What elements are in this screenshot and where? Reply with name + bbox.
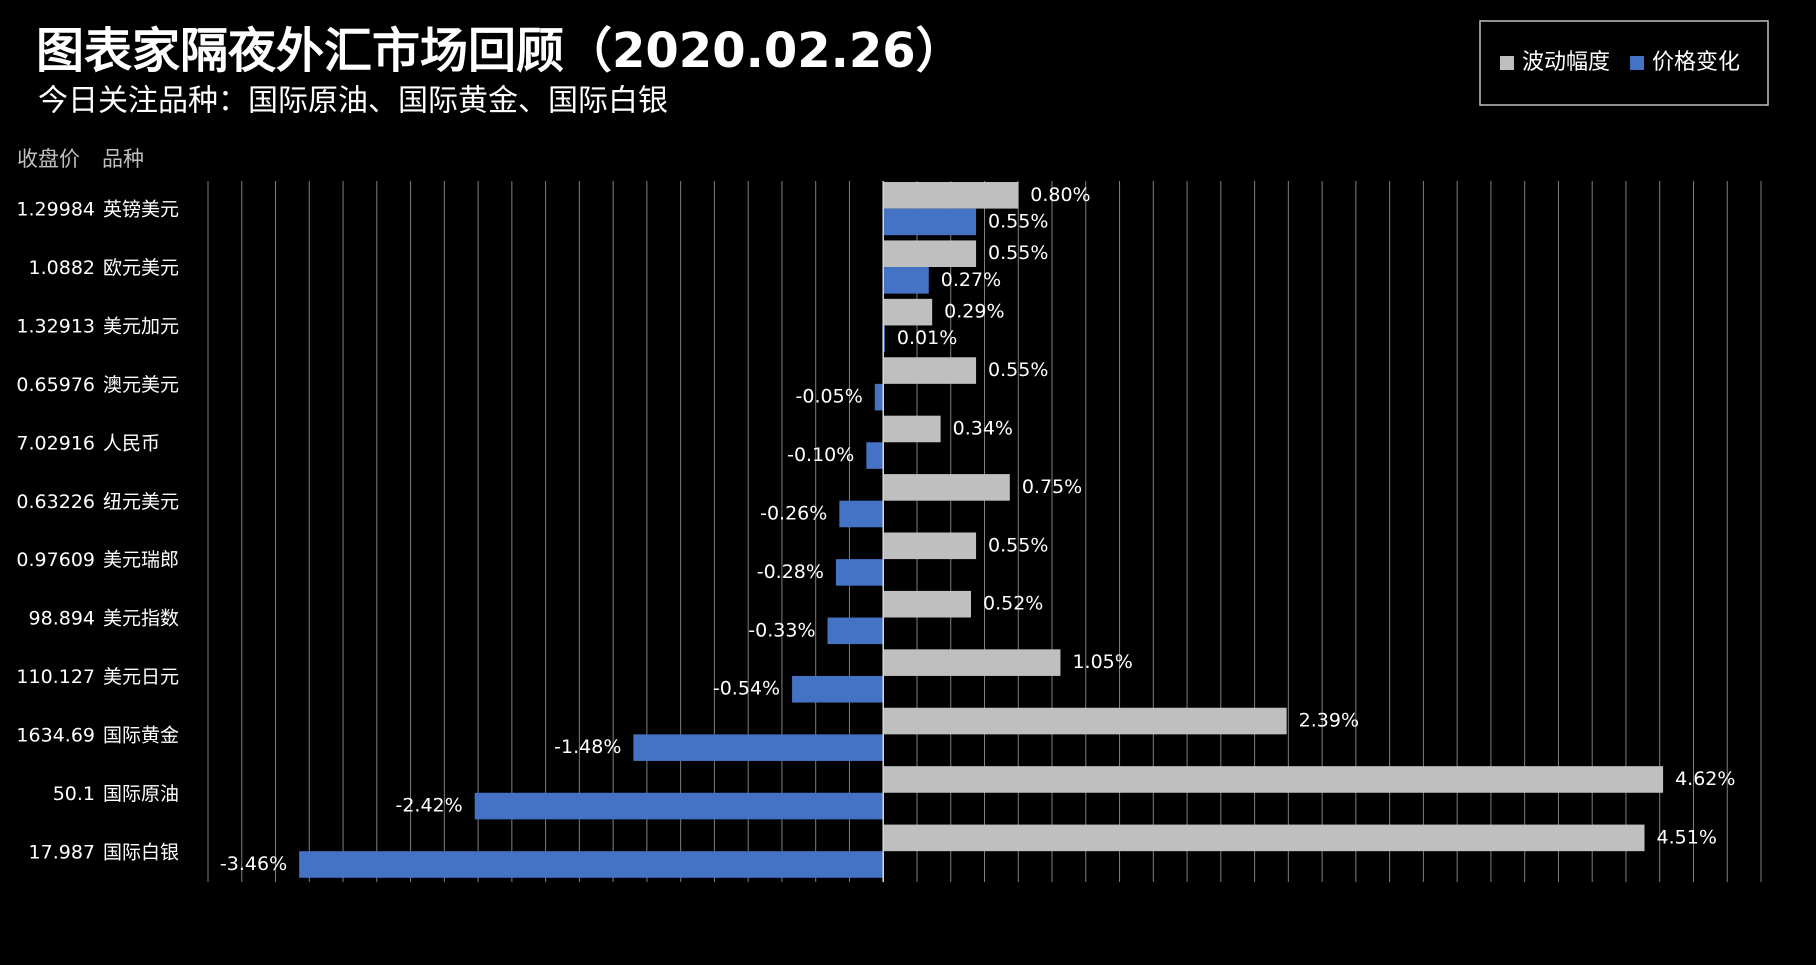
data-label: 0.01% — [897, 327, 957, 349]
bar — [883, 649, 1061, 676]
bar — [883, 590, 971, 618]
y-tick-label: 美元加元 — [103, 316, 179, 338]
bar — [883, 532, 977, 560]
y-tick-label: 国际原油 — [103, 783, 179, 805]
data-label: -0.33% — [748, 619, 815, 641]
legend-swatch — [1630, 56, 1645, 70]
y-tick-label: 美元指数 — [103, 608, 179, 630]
legend-label: 波动幅度 — [1522, 50, 1610, 75]
y-tick-label: 国际黄金 — [103, 724, 179, 746]
bar — [883, 298, 933, 326]
closing-price: 98.894 — [29, 608, 95, 630]
closing-price: 0.97609 — [16, 549, 95, 571]
closing-price: 1634.69 — [16, 724, 95, 746]
y-tick-label: 澳元美元 — [103, 374, 179, 396]
data-label: -0.10% — [787, 444, 854, 466]
bar — [883, 182, 1019, 209]
legend-label: 价格变化 — [1652, 50, 1740, 75]
y-tick-label: 纽元美元 — [103, 491, 179, 513]
data-label: 1.05% — [1072, 651, 1132, 673]
y-tick-label: 英镑美元 — [103, 199, 179, 221]
legend-swatch — [1500, 56, 1514, 70]
bar — [633, 734, 884, 761]
bar — [883, 474, 1010, 501]
data-label: -2.42% — [395, 795, 462, 817]
bar — [474, 792, 884, 820]
data-label: -0.54% — [713, 678, 780, 700]
data-label: -3.46% — [220, 853, 287, 875]
chart-subtitle: 今日关注品种：国际原油、国际黄金、国际白银 — [38, 84, 668, 119]
bar — [883, 824, 1645, 852]
bar — [883, 325, 885, 353]
closing-price: 0.63226 — [16, 491, 95, 513]
bar — [874, 383, 884, 411]
data-label: 4.62% — [1675, 768, 1735, 790]
bar — [866, 442, 884, 469]
closing-price: 7.02916 — [16, 432, 95, 454]
data-label: 4.51% — [1657, 826, 1717, 848]
data-label: 0.80% — [1030, 184, 1090, 206]
data-label: 0.34% — [953, 417, 1013, 439]
closing-price: 1.32913 — [16, 316, 95, 338]
bar — [827, 617, 884, 645]
y-tick-label: 欧元美元 — [103, 257, 179, 279]
y-tick-label: 美元日元 — [103, 666, 179, 688]
column-header: 收盘价 — [17, 147, 80, 171]
data-label: 0.29% — [944, 301, 1004, 323]
data-label: 0.27% — [941, 269, 1001, 291]
data-label: -0.26% — [760, 502, 827, 524]
y-tick-label: 人民币 — [103, 432, 160, 454]
data-label: -0.05% — [796, 386, 863, 408]
data-label: 2.39% — [1299, 710, 1359, 732]
closing-price: 1.29984 — [16, 199, 95, 221]
data-label: 0.55% — [988, 242, 1048, 264]
closing-price: 50.1 — [53, 783, 95, 805]
data-label: 0.55% — [988, 210, 1048, 232]
y-tick-label: 国际白银 — [103, 841, 179, 863]
data-label: 0.75% — [1022, 476, 1082, 498]
bar — [835, 559, 884, 586]
closing-price: 0.65976 — [16, 374, 95, 396]
bar — [883, 415, 941, 443]
bar — [883, 208, 977, 236]
legend-box — [1479, 20, 1769, 106]
bar — [792, 675, 884, 703]
data-label: -0.28% — [757, 561, 824, 583]
data-label: -1.48% — [554, 736, 621, 758]
closing-price: 110.127 — [16, 666, 95, 688]
bar — [883, 267, 929, 294]
bar — [883, 357, 977, 384]
bar — [883, 240, 977, 268]
closing-price: 17.987 — [29, 841, 95, 863]
column-header: 品种 — [102, 147, 144, 171]
bar — [883, 766, 1664, 793]
chart-title: 图表家隔夜外汇市场回顾（2020.02.26） — [36, 23, 964, 79]
bar — [883, 707, 1287, 735]
data-label: 0.55% — [988, 534, 1048, 556]
data-label: 0.52% — [983, 593, 1043, 615]
bar — [299, 851, 884, 878]
data-label: 0.55% — [988, 359, 1048, 381]
closing-price: 1.0882 — [29, 257, 95, 279]
y-tick-label: 美元瑞郎 — [103, 549, 179, 571]
bar — [839, 500, 884, 528]
